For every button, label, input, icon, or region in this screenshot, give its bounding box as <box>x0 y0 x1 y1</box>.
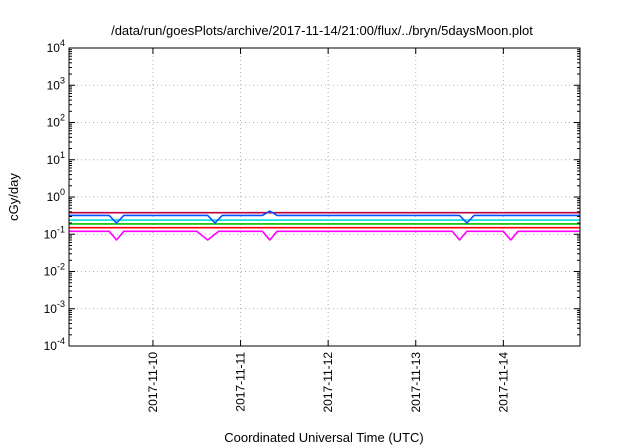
y-tick-label: 104 <box>47 38 65 55</box>
series-line <box>69 210 580 224</box>
y-tick-label: 102 <box>47 113 65 130</box>
x-tick-label: 2017-11-13 <box>409 352 423 413</box>
y-tick-label: 10-1 <box>44 224 65 241</box>
chart-title: /data/run/goesPlots/archive/2017-11-14/2… <box>111 23 533 38</box>
y-tick-label: 101 <box>47 150 65 167</box>
y-tick-labels: 10-4 10-3 10-2 10-1 100 101 102 103 104 <box>44 38 65 353</box>
y-tick-label: 10-3 <box>44 299 65 316</box>
grid <box>69 48 580 346</box>
series-group <box>69 210 580 241</box>
x-tick-label: 2017-11-10 <box>146 352 160 413</box>
y-axis-label: cGy/day <box>6 173 21 221</box>
x-tick-label: 2017-11-14 <box>496 352 510 413</box>
series-line <box>69 230 580 241</box>
x-axis-label: Coordinated Universal Time (UTC) <box>224 430 423 445</box>
y-tick-label: 10-4 <box>44 336 65 353</box>
x-tick-label: 2017-11-11 <box>234 352 248 412</box>
y-tick-label: 103 <box>47 75 65 92</box>
x-tick-labels: 2017-11-10 2017-11-11 2017-11-12 2017-11-13… <box>146 352 510 413</box>
x-tick-label: 2017-11-12 <box>321 352 335 413</box>
ticks <box>69 47 580 347</box>
y-tick-label: 100 <box>47 187 65 204</box>
y-tick-label: 10-2 <box>44 262 65 279</box>
